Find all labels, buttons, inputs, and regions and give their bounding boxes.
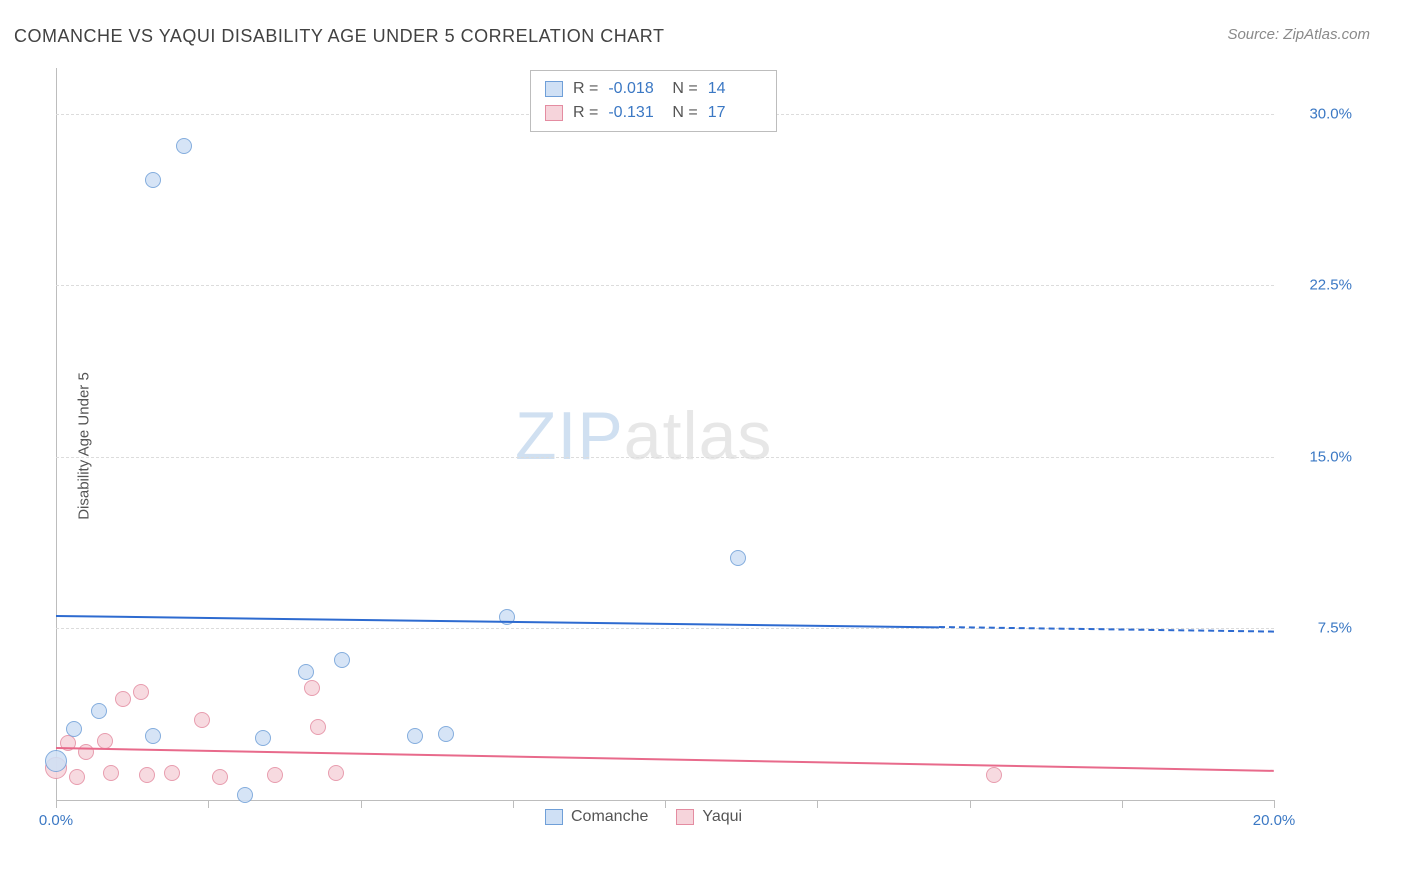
marker-yaqui	[194, 712, 210, 728]
marker-yaqui	[97, 733, 113, 749]
gridline	[56, 285, 1274, 286]
x-tick	[513, 800, 514, 808]
y-tick-label: 30.0%	[1309, 105, 1352, 122]
marker-yaqui	[78, 744, 94, 760]
legend-item: Comanche	[545, 808, 648, 826]
legend-r-label: R =	[573, 77, 598, 101]
y-tick-label: 15.0%	[1309, 448, 1352, 465]
legend-series: Comanche Yaqui	[545, 808, 742, 826]
watermark: ZIPatlas	[515, 397, 772, 475]
marker-comanche	[145, 172, 161, 188]
x-tick	[1274, 800, 1275, 808]
gridline	[56, 457, 1274, 458]
marker-yaqui	[267, 767, 283, 783]
marker-yaqui	[328, 765, 344, 781]
legend-r-value: -0.131	[608, 101, 662, 125]
marker-yaqui	[986, 767, 1002, 783]
legend-label: Comanche	[571, 808, 648, 826]
y-tick-label: 7.5%	[1318, 620, 1352, 637]
x-tick	[361, 800, 362, 808]
marker-comanche	[334, 652, 350, 668]
legend-n-value: 14	[708, 77, 762, 101]
legend-n-label: N =	[672, 101, 697, 125]
marker-comanche	[255, 730, 271, 746]
marker-comanche	[730, 550, 746, 566]
marker-yaqui	[310, 719, 326, 735]
legend-swatch	[545, 809, 563, 825]
marker-comanche	[407, 728, 423, 744]
legend-stats: R = -0.018 N = 14 R = -0.131 N = 17	[530, 70, 777, 132]
trendline-yaqui	[56, 747, 1274, 772]
marker-yaqui	[304, 680, 320, 696]
marker-yaqui	[164, 765, 180, 781]
marker-comanche	[237, 787, 253, 803]
marker-comanche	[66, 721, 82, 737]
marker-comanche	[176, 138, 192, 154]
marker-yaqui	[133, 684, 149, 700]
plot-area: ZIPatlas 7.5%15.0%22.5%30.0%0.0%20.0%	[46, 58, 1358, 830]
watermark-bold: ZIP	[515, 398, 624, 474]
x-tick	[56, 800, 57, 808]
y-tick-label: 22.5%	[1309, 277, 1352, 294]
watermark-light: atlas	[624, 398, 773, 474]
x-tick	[1122, 800, 1123, 808]
legend-n-label: N =	[672, 77, 697, 101]
marker-comanche	[438, 726, 454, 742]
marker-comanche	[298, 664, 314, 680]
x-tick-label: 20.0%	[1253, 812, 1296, 829]
marker-yaqui	[103, 765, 119, 781]
legend-swatch	[676, 809, 694, 825]
chart-container: { "title": "COMANCHE VS YAQUI DISABILITY…	[0, 0, 1406, 892]
marker-yaqui	[212, 769, 228, 785]
source-attribution: Source: ZipAtlas.com	[1227, 26, 1370, 43]
legend-n-value: 17	[708, 101, 762, 125]
legend-r-value: -0.018	[608, 77, 662, 101]
x-tick	[970, 800, 971, 808]
chart-title: COMANCHE VS YAQUI DISABILITY AGE UNDER 5…	[14, 26, 664, 47]
marker-yaqui	[139, 767, 155, 783]
legend-swatch	[545, 105, 563, 121]
legend-r-label: R =	[573, 101, 598, 125]
x-tick	[208, 800, 209, 808]
marker-comanche	[145, 728, 161, 744]
x-tick	[817, 800, 818, 808]
legend-swatch	[545, 81, 563, 97]
legend-stats-row: R = -0.018 N = 14	[545, 77, 762, 101]
legend-item: Yaqui	[676, 808, 742, 826]
x-tick	[665, 800, 666, 808]
legend-label: Yaqui	[702, 808, 742, 826]
trendline-comanche	[56, 615, 939, 628]
marker-yaqui	[115, 691, 131, 707]
legend-stats-row: R = -0.131 N = 17	[545, 101, 762, 125]
marker-comanche	[45, 750, 67, 772]
marker-comanche	[91, 703, 107, 719]
marker-yaqui	[69, 769, 85, 785]
x-tick-label: 0.0%	[39, 812, 73, 829]
